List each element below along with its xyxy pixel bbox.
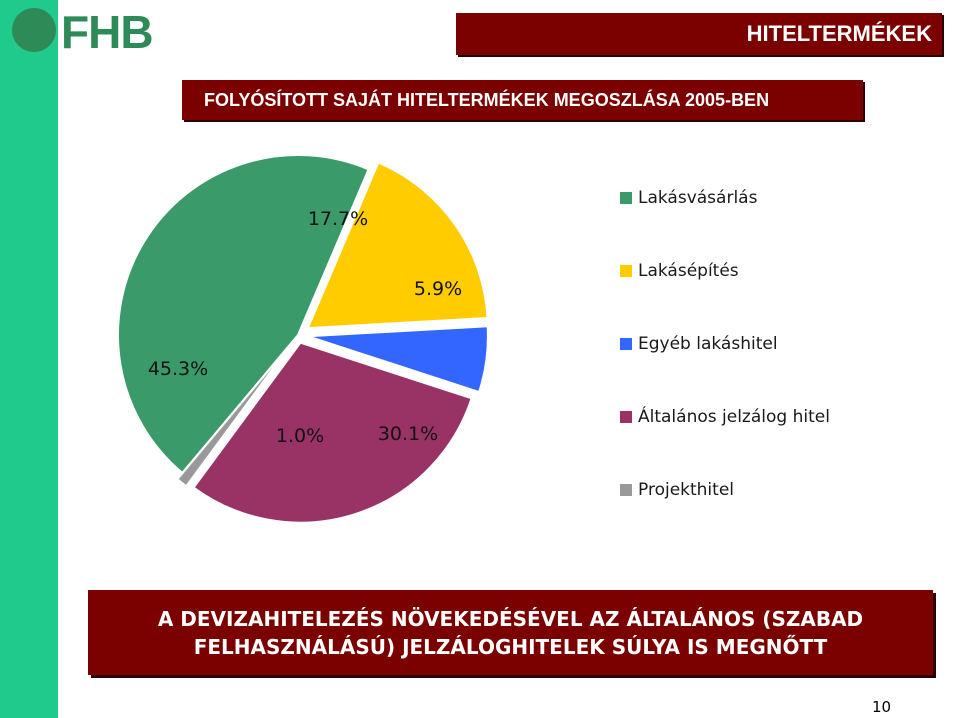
logo-emblem-icon: [12, 8, 56, 52]
legend-item-3: Egyéb lakáshitel: [620, 334, 778, 354]
legend-label: Lakásvásárlás: [638, 188, 758, 208]
pie-chart: 45.3% 17.7% 5.9% 30.1% 1.0%: [117, 154, 489, 524]
legend-item-2: Lakásépítés: [620, 261, 739, 281]
pie-slice-3: [307, 325, 489, 394]
pie-data-label-5: 1.0%: [276, 425, 324, 447]
legend-label: Általános jelzálog hitel: [638, 407, 830, 427]
pie-data-label-3: 5.9%: [414, 278, 462, 300]
legend-label: Lakásépítés: [638, 261, 739, 281]
pie-slices: [117, 154, 489, 524]
legend-swatch: [620, 338, 632, 350]
left-accent-band: [0, 0, 58, 718]
legend-label: Projekthitel: [638, 480, 735, 500]
legend-swatch: [620, 411, 632, 423]
legend-item-5: Projekthitel: [620, 480, 734, 500]
pie-slice-4: [192, 341, 473, 524]
page-number: 10: [872, 698, 892, 716]
legend-swatch: [620, 484, 632, 496]
legend-swatch: [620, 265, 632, 277]
pie-data-label-4: 30.1%: [378, 423, 438, 445]
pie-slice-2: [306, 161, 489, 330]
chart-title: FOLYÓSÍTOTT SAJÁT HITELTERMÉKEK MEGOSZLÁ…: [182, 80, 863, 120]
pie-data-label-1: 45.3%: [148, 358, 208, 380]
pie-labels: 45.3% 17.7% 5.9% 30.1% 1.0%: [148, 208, 462, 447]
legend-item-4: Általános jelzálog hitel: [620, 407, 830, 427]
conclusion-line-2: FELHASZNÁLÁSÚ) JELZÁLOGHITELEK SÚLYA IS …: [193, 634, 828, 659]
logo-text: FHB: [61, 6, 154, 58]
conclusion-line-1: A DEVIZAHITELEZÉS NÖVEKEDÉSÉVEL AZ ÁLTAL…: [157, 606, 864, 631]
legend-swatch: [620, 192, 632, 204]
conclusion-banner: A DEVIZAHITELEZÉS NÖVEKEDÉSÉVEL AZ ÁLTAL…: [88, 590, 933, 675]
pie-slice-5: [175, 340, 294, 488]
pie-data-label-2: 17.7%: [308, 208, 368, 230]
legend-label: Egyéb lakáshitel: [638, 334, 778, 354]
fhb-logo: FHB: [6, 4, 176, 60]
legend-item-1: Lakásvásárlás: [620, 188, 757, 208]
pie-slice-1: [117, 154, 370, 475]
header-title: HITELTERMÉKEK: [456, 13, 942, 55]
